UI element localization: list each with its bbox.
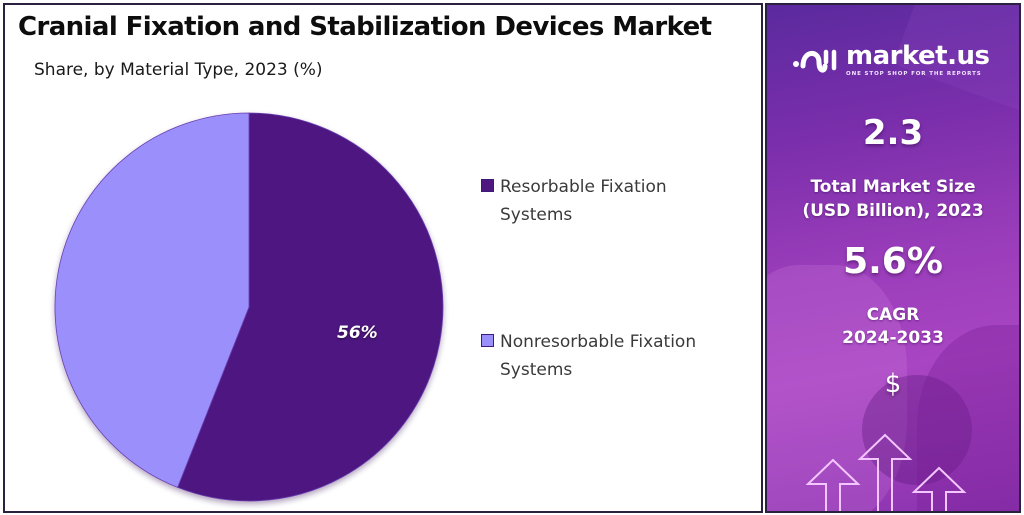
chart-title: Cranial Fixation and Stabilization Devic… (18, 12, 712, 42)
market-size-value: 2.3 (862, 113, 924, 153)
pie-slice-label-resorbable: 56% (337, 323, 378, 343)
market-size-label-line2: (USD Billion), 2023 (802, 201, 984, 221)
chart-panel: Cranial Fixation and Stabilization Devic… (3, 3, 763, 513)
pie-slice-nonresorbable[interactable] (54, 112, 250, 488)
legend-swatch-resorbable (481, 179, 494, 192)
cagr-label-line2: 2024-2033 (842, 328, 944, 348)
background-decor-circle (862, 375, 972, 485)
cagr-label-line1: CAGR (866, 305, 920, 325)
pie-slice-resorbable[interactable] (177, 112, 444, 502)
up-arrow-icon (857, 433, 913, 511)
pie-chart-svg (54, 112, 444, 502)
market-size-label-line1: Total Market Size (810, 177, 976, 197)
brand-tagline: ONE STOP SHOP FOR THE REPORTS (846, 71, 982, 77)
summary-panel: market.us ONE STOP SHOP FOR THE REPORTS … (765, 3, 1021, 513)
brand-name: market.us (846, 41, 990, 71)
pie-chart: 56% (5, 5, 765, 515)
background-decor (767, 265, 907, 511)
legend-label-nonresorbable: Nonresorbable Fixation Systems (500, 332, 697, 380)
legend-item-nonresorbable[interactable]: Nonresorbable Fixation Systems (481, 328, 740, 384)
market-us-logo-icon (793, 49, 837, 73)
chart-subtitle: Share, by Material Type, 2023 (%) (34, 60, 323, 80)
up-arrow-icon (805, 458, 861, 511)
legend-swatch-nonresorbable (481, 334, 494, 347)
growth-arrows (805, 433, 967, 511)
legend-item-resorbable[interactable]: Resorbable Fixation Systems (481, 173, 740, 229)
brand-logo: market.us ONE STOP SHOP FOR THE REPORTS (792, 41, 990, 77)
legend-label-resorbable: Resorbable Fixation Systems (500, 177, 667, 225)
cagr-value: 5.6% (843, 241, 943, 282)
up-arrow-icon (911, 466, 967, 511)
dollar-icon: $ (884, 369, 902, 399)
